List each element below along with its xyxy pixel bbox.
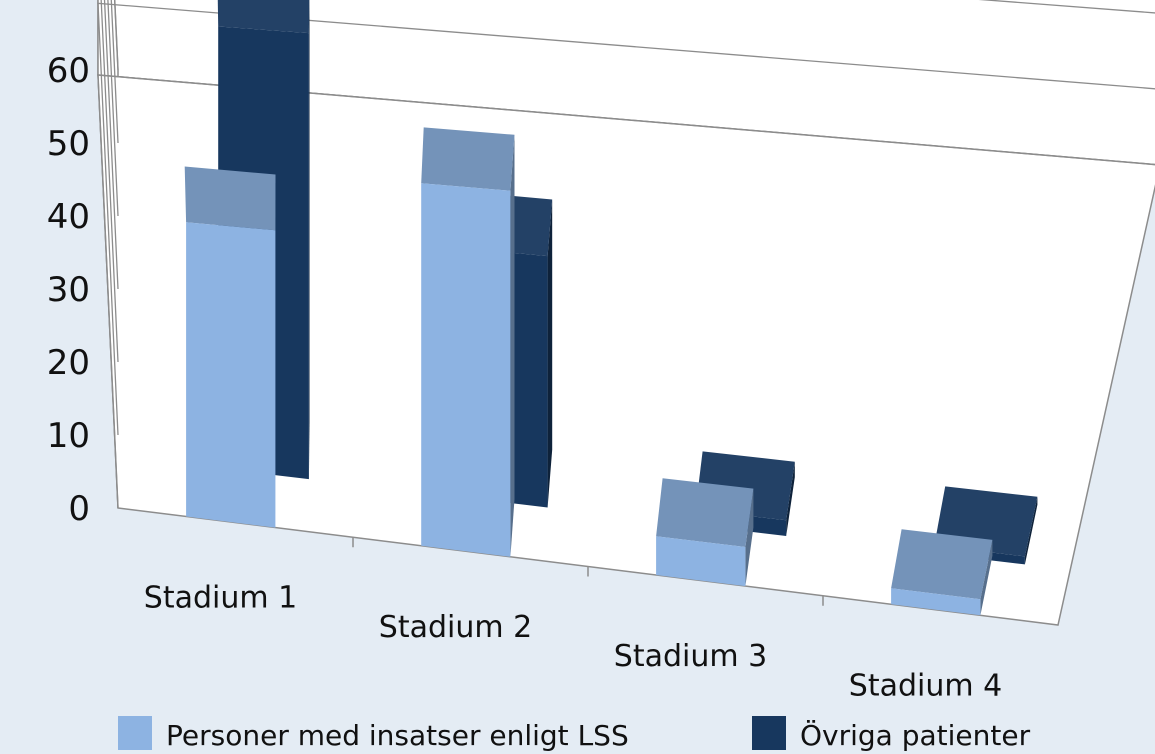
legend-swatch: [752, 716, 786, 750]
bar-top: [217, 0, 310, 34]
bar: [421, 127, 515, 557]
bar-front: [421, 183, 511, 557]
y-tick-label: 0: [68, 489, 90, 529]
x-category-label: Stadium 2: [379, 610, 532, 645]
y-tick-label: 10: [47, 416, 90, 456]
bar-front: [891, 588, 981, 616]
bars: [184, 0, 1038, 616]
bar-side: [510, 134, 515, 557]
x-category-label: Stadium 1: [144, 581, 297, 616]
bar-side: [308, 0, 310, 480]
bar-front: [656, 536, 746, 587]
bar-top: [656, 478, 754, 547]
gridline: [110, 0, 119, 144]
bar-side: [745, 488, 754, 587]
bar: [656, 478, 754, 587]
legend-swatch: [118, 716, 152, 750]
bar: [891, 529, 993, 616]
bar-side: [1024, 496, 1038, 565]
bar-top: [421, 127, 515, 191]
y-tick-label: 50: [47, 124, 90, 164]
gridline: [107, 0, 119, 217]
bar-top: [184, 166, 276, 231]
bar-top: [891, 529, 993, 600]
gridline: [97, 2, 1155, 436]
gridline: [97, 74, 1155, 509]
bar: [184, 166, 276, 528]
x-category-label: Stadium 3: [614, 639, 767, 674]
y-tick-label: 60: [47, 51, 90, 91]
x-axis-categories: Stadium 1 Stadium 2 Stadium 3 Stadium 4: [144, 581, 1002, 704]
bar-side: [786, 461, 795, 536]
bar-side: [980, 539, 993, 616]
bar-side: [547, 199, 553, 508]
x-category-label: Stadium 4: [849, 668, 1002, 703]
y-tick-label: 40: [47, 197, 90, 237]
gridline: [100, 0, 1155, 363]
legend: Personer med insatser enligt LSS Övriga p…: [118, 716, 1031, 752]
y-axis-ticks: 0 10 20 30 40 50 60: [47, 51, 90, 529]
grid-lines: [97, 0, 1155, 606]
legend-label: Övriga patienter: [800, 718, 1031, 752]
chart-walls: [97, 0, 1155, 626]
y-tick-label: 30: [47, 270, 90, 310]
gridline: [103, 0, 119, 290]
bar-front: [186, 222, 276, 528]
y-tick-label: 20: [47, 343, 90, 383]
legend-label: Personer med insatser enligt LSS: [166, 719, 629, 752]
